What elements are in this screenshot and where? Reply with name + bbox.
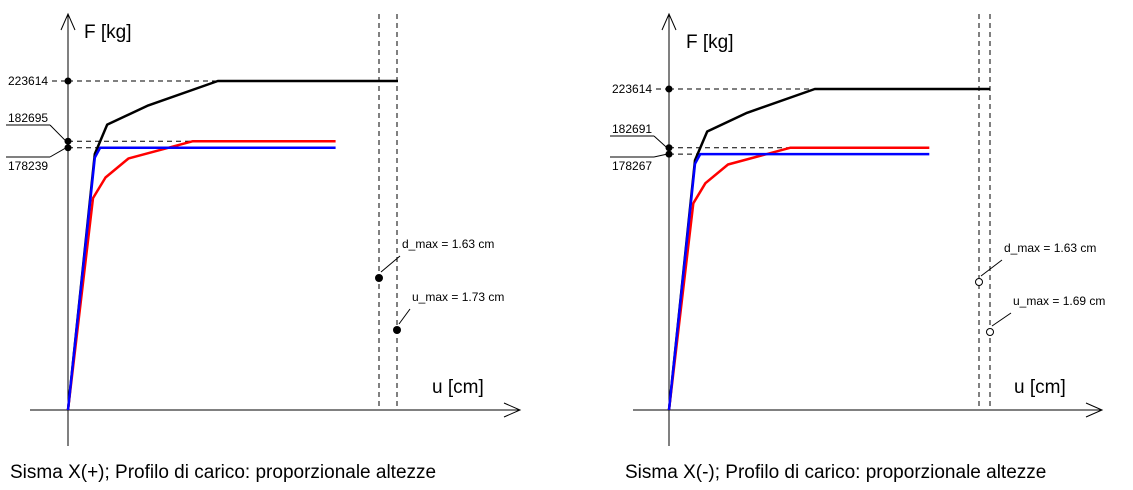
y-tick-label: 182695 (8, 111, 48, 125)
series-line-red (66, 139, 336, 411)
tick-leader (653, 135, 668, 149)
limit-leader (398, 308, 411, 325)
limit-marker (975, 278, 983, 286)
y-tick-label: 182691 (612, 122, 652, 136)
y-axis-arrow (661, 12, 677, 31)
y-tick-label: 178267 (612, 159, 652, 173)
chart-caption: Sisma X(+); Profilo di carico: proporzio… (10, 462, 436, 483)
y-tick-dot (64, 137, 72, 145)
x-axis-arrow (1085, 402, 1104, 418)
limit-label: u_max = 1.73 cm (412, 290, 504, 304)
series-line-red (667, 146, 930, 411)
series-line-black (66, 79, 398, 411)
series-line-blue (667, 152, 930, 411)
limit-marker (393, 326, 401, 334)
y-tick-dot (665, 150, 673, 158)
y-tick-label: 223614 (612, 82, 652, 96)
y-axis-arrow (60, 12, 76, 31)
x-axis-arrow (503, 402, 522, 418)
y-tick-dot (64, 77, 72, 85)
y-tick-dot (665, 144, 673, 152)
x-axis-label: u [cm] (1014, 377, 1066, 398)
y-tick-dot (64, 144, 72, 152)
y-tick-label: 223614 (8, 74, 48, 88)
y-axis-label: F [kg] (84, 22, 132, 43)
limit-marker (986, 328, 994, 336)
limit-marker (375, 274, 383, 282)
limit-leader (380, 255, 401, 273)
series-line-black (667, 87, 990, 411)
chart-sisma-x-minus: F [kg] u [cm] Sisma X(-); Profilo di car… (610, 12, 1105, 483)
limit-label: u_max = 1.69 cm (1013, 294, 1105, 308)
tick-leader (49, 147, 67, 158)
x-axis-label: u [cm] (432, 377, 484, 398)
limit-label: d_max = 1.63 cm (402, 237, 494, 251)
y-tick-label: 178239 (8, 159, 48, 173)
chart-sisma-x-plus: F [kg] u [cm] Sisma X(+); Profilo di car… (6, 12, 522, 483)
tick-leader (49, 124, 67, 142)
y-axis-label: F [kg] (686, 32, 734, 53)
limit-leader (980, 259, 1003, 277)
limit-label: d_max = 1.63 cm (1004, 241, 1096, 255)
tick-leader (653, 153, 668, 158)
series-line-blue (66, 146, 336, 411)
limit-leader (991, 312, 1012, 327)
chart-caption: Sisma X(-); Profilo di carico: proporzio… (625, 462, 1046, 483)
